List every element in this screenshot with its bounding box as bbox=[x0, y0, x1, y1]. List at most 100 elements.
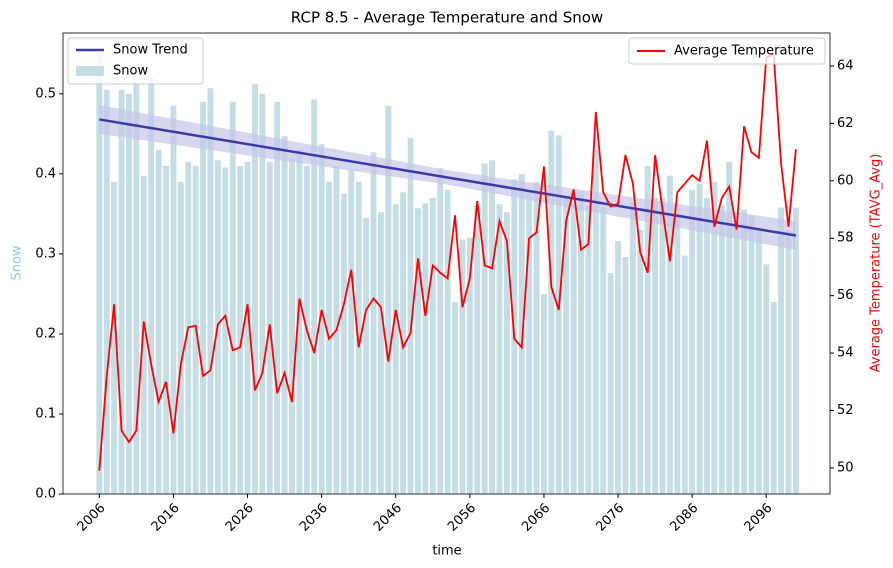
snow-bar bbox=[666, 175, 673, 495]
legend-label: Snow bbox=[113, 64, 148, 79]
snow-bar bbox=[385, 105, 392, 494]
legend: Snow Trend Snow bbox=[67, 37, 204, 85]
snow-bar bbox=[526, 189, 533, 495]
snow-bar bbox=[533, 181, 540, 495]
snow-bar bbox=[704, 197, 710, 494]
snow-bar bbox=[259, 93, 266, 494]
snow-bar bbox=[629, 201, 636, 494]
snow-bar bbox=[437, 168, 444, 495]
plot-frame bbox=[62, 32, 831, 495]
x-tick-label: 2086 bbox=[667, 501, 701, 535]
snow-bar bbox=[548, 130, 555, 494]
snow-bar bbox=[363, 217, 370, 495]
snow-bar bbox=[377, 212, 384, 494]
legend-label: Snow Trend bbox=[113, 43, 188, 58]
snow-bar bbox=[118, 89, 125, 495]
snow-bar bbox=[111, 181, 118, 495]
snow-bar bbox=[496, 204, 503, 495]
x-tick-label: 2066 bbox=[519, 501, 553, 535]
snow-bar bbox=[177, 181, 184, 495]
y2-tick-label: 60 bbox=[837, 173, 854, 188]
snow-bar bbox=[489, 160, 496, 495]
y-tick-label: 0.3 bbox=[35, 246, 56, 261]
snow-bar bbox=[429, 197, 436, 494]
legend: Average Temperature bbox=[628, 37, 826, 65]
snow-bar bbox=[207, 88, 214, 494]
legend-swatch bbox=[76, 66, 104, 76]
snow-bar bbox=[563, 197, 570, 494]
snow-bar bbox=[792, 207, 799, 494]
snow-bar bbox=[726, 161, 733, 494]
snow-bar bbox=[348, 169, 355, 494]
snow-bar bbox=[133, 81, 140, 495]
snow-bar bbox=[696, 183, 703, 494]
y2-tick-label: 52 bbox=[837, 403, 854, 418]
snow-bar bbox=[503, 212, 510, 494]
y2-axis-label: Average Temperature (TAVG_Avg) bbox=[869, 154, 884, 373]
snow-bar bbox=[340, 193, 347, 494]
snow-bar bbox=[251, 84, 258, 494]
trend-line bbox=[99, 118, 797, 237]
x-tick-label: 2036 bbox=[297, 501, 331, 535]
snow-bar bbox=[459, 239, 466, 494]
y2-tick-label: 62 bbox=[837, 116, 854, 131]
snow-bar bbox=[644, 165, 651, 494]
snow-bar bbox=[785, 229, 792, 494]
x-tick-label: 2016 bbox=[149, 501, 183, 535]
snow-bar bbox=[415, 208, 421, 494]
temperature-line bbox=[98, 53, 797, 471]
snow-bar bbox=[274, 101, 281, 494]
snow-bar bbox=[170, 105, 177, 494]
snow-bar bbox=[763, 264, 770, 494]
y-tick-label: 0.0 bbox=[35, 487, 56, 502]
y2-tick-label: 56 bbox=[837, 288, 854, 303]
snow-bar bbox=[555, 135, 562, 494]
x-tick-label: 2026 bbox=[223, 501, 257, 535]
x-tick-label: 2006 bbox=[75, 501, 109, 535]
snow-bar bbox=[770, 301, 777, 494]
x-tick-label: 2076 bbox=[593, 501, 627, 535]
snow-bar bbox=[741, 209, 748, 494]
snow-bar bbox=[540, 293, 547, 494]
y2-tick-label: 54 bbox=[837, 346, 854, 361]
snow-bar bbox=[466, 237, 473, 494]
y-tick-label: 0.4 bbox=[35, 166, 56, 181]
snow-bar bbox=[585, 205, 592, 494]
snow-bar bbox=[407, 137, 414, 494]
snow-bar bbox=[444, 189, 451, 495]
snow-bar bbox=[281, 136, 288, 494]
snow-bar bbox=[125, 93, 132, 494]
snow-bar bbox=[607, 273, 614, 494]
snow-bar bbox=[637, 229, 644, 494]
y-axis-label: Snow bbox=[10, 245, 25, 280]
legend-label: Average Temperature bbox=[674, 44, 814, 59]
snow-bar bbox=[229, 101, 236, 494]
snow-bar bbox=[155, 149, 162, 494]
snow-bar bbox=[518, 173, 525, 494]
y2-tick-label: 50 bbox=[837, 460, 854, 475]
snow-bar bbox=[733, 221, 740, 494]
legend-box bbox=[628, 37, 826, 65]
snow-bar bbox=[755, 229, 762, 494]
snow-bar bbox=[615, 241, 622, 494]
snow-bar bbox=[689, 189, 696, 495]
snow-bar bbox=[422, 203, 429, 495]
snow-bar bbox=[659, 197, 666, 494]
snow-bar bbox=[289, 157, 295, 494]
snow-bar bbox=[96, 53, 103, 495]
snow-bar bbox=[674, 208, 681, 494]
snow-bar bbox=[481, 163, 488, 494]
snow-bar bbox=[237, 165, 244, 494]
snow-bar bbox=[748, 215, 755, 494]
snow-bar bbox=[222, 167, 229, 495]
y2-tick-label: 58 bbox=[837, 231, 854, 246]
x-tick-label: 2096 bbox=[742, 501, 776, 535]
snow-bar bbox=[452, 301, 458, 494]
snow-bar bbox=[592, 149, 599, 494]
y2-tick-label: 64 bbox=[837, 59, 854, 74]
snow-bar bbox=[296, 149, 303, 494]
snow-bar bbox=[140, 176, 147, 494]
snow-bar bbox=[311, 99, 318, 494]
